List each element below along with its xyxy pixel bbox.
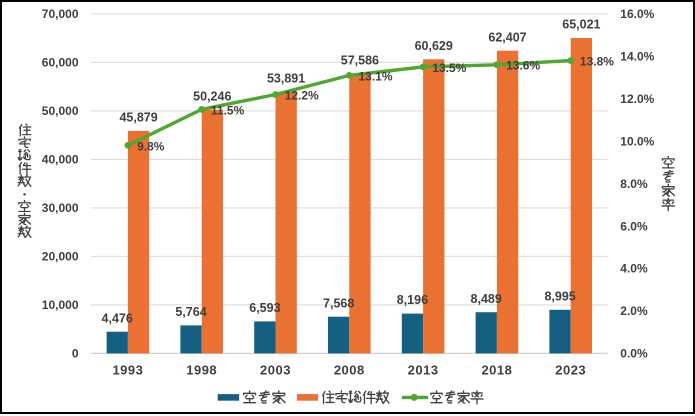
svg-text:50,000: 50,000: [42, 104, 79, 118]
svg-text:0.0%: 0.0%: [620, 347, 648, 361]
svg-text:13.5%: 13.5%: [432, 61, 466, 75]
svg-text:53,891: 53,891: [267, 72, 305, 86]
svg-text:8,995: 8,995: [544, 289, 575, 303]
svg-text:30,000: 30,000: [42, 201, 79, 215]
svg-text:60,000: 60,000: [42, 56, 79, 70]
svg-text:4,476: 4,476: [102, 311, 133, 325]
svg-text:6,593: 6,593: [249, 301, 280, 315]
svg-text:70,000: 70,000: [42, 7, 79, 21]
svg-text:9.8%: 9.8%: [137, 139, 165, 153]
svg-text:0: 0: [72, 347, 79, 361]
svg-text:10.0%: 10.0%: [620, 134, 654, 148]
svg-text:5,764: 5,764: [175, 305, 206, 319]
svg-text:13.1%: 13.1%: [359, 69, 393, 83]
svg-text:8,196: 8,196: [397, 293, 428, 307]
svg-text:8,489: 8,489: [471, 292, 502, 306]
svg-text:10,000: 10,000: [42, 298, 79, 312]
svg-text:50,246: 50,246: [193, 89, 231, 103]
svg-text:2008: 2008: [334, 363, 365, 378]
svg-text:6.0%: 6.0%: [620, 219, 648, 233]
svg-text:40,000: 40,000: [42, 153, 79, 167]
svg-text:14.0%: 14.0%: [620, 50, 654, 64]
svg-text:2018: 2018: [481, 363, 512, 378]
svg-text:4.0%: 4.0%: [620, 262, 648, 276]
svg-text:57,586: 57,586: [341, 54, 379, 68]
svg-text:2023: 2023: [555, 363, 586, 378]
svg-text:12.2%: 12.2%: [285, 88, 319, 102]
svg-text:13.6%: 13.6%: [506, 59, 540, 73]
svg-text:7,568: 7,568: [323, 296, 354, 310]
svg-text:1993: 1993: [112, 363, 143, 378]
svg-text:20,000: 20,000: [42, 250, 79, 264]
svg-text:16.0%: 16.0%: [620, 7, 654, 21]
svg-text:11.5%: 11.5%: [211, 103, 245, 117]
svg-text:45,879: 45,879: [119, 111, 157, 125]
svg-text:8.0%: 8.0%: [620, 177, 648, 191]
svg-text:13.8%: 13.8%: [580, 55, 614, 69]
svg-text:65,021: 65,021: [562, 18, 600, 32]
svg-text:60,629: 60,629: [415, 39, 453, 53]
svg-text:62,407: 62,407: [488, 30, 526, 44]
svg-text:2003: 2003: [260, 363, 291, 378]
svg-text:1998: 1998: [186, 363, 217, 378]
svg-text:2013: 2013: [408, 363, 439, 378]
svg-text:12.0%: 12.0%: [620, 92, 654, 106]
svg-text:2.0%: 2.0%: [620, 304, 648, 318]
